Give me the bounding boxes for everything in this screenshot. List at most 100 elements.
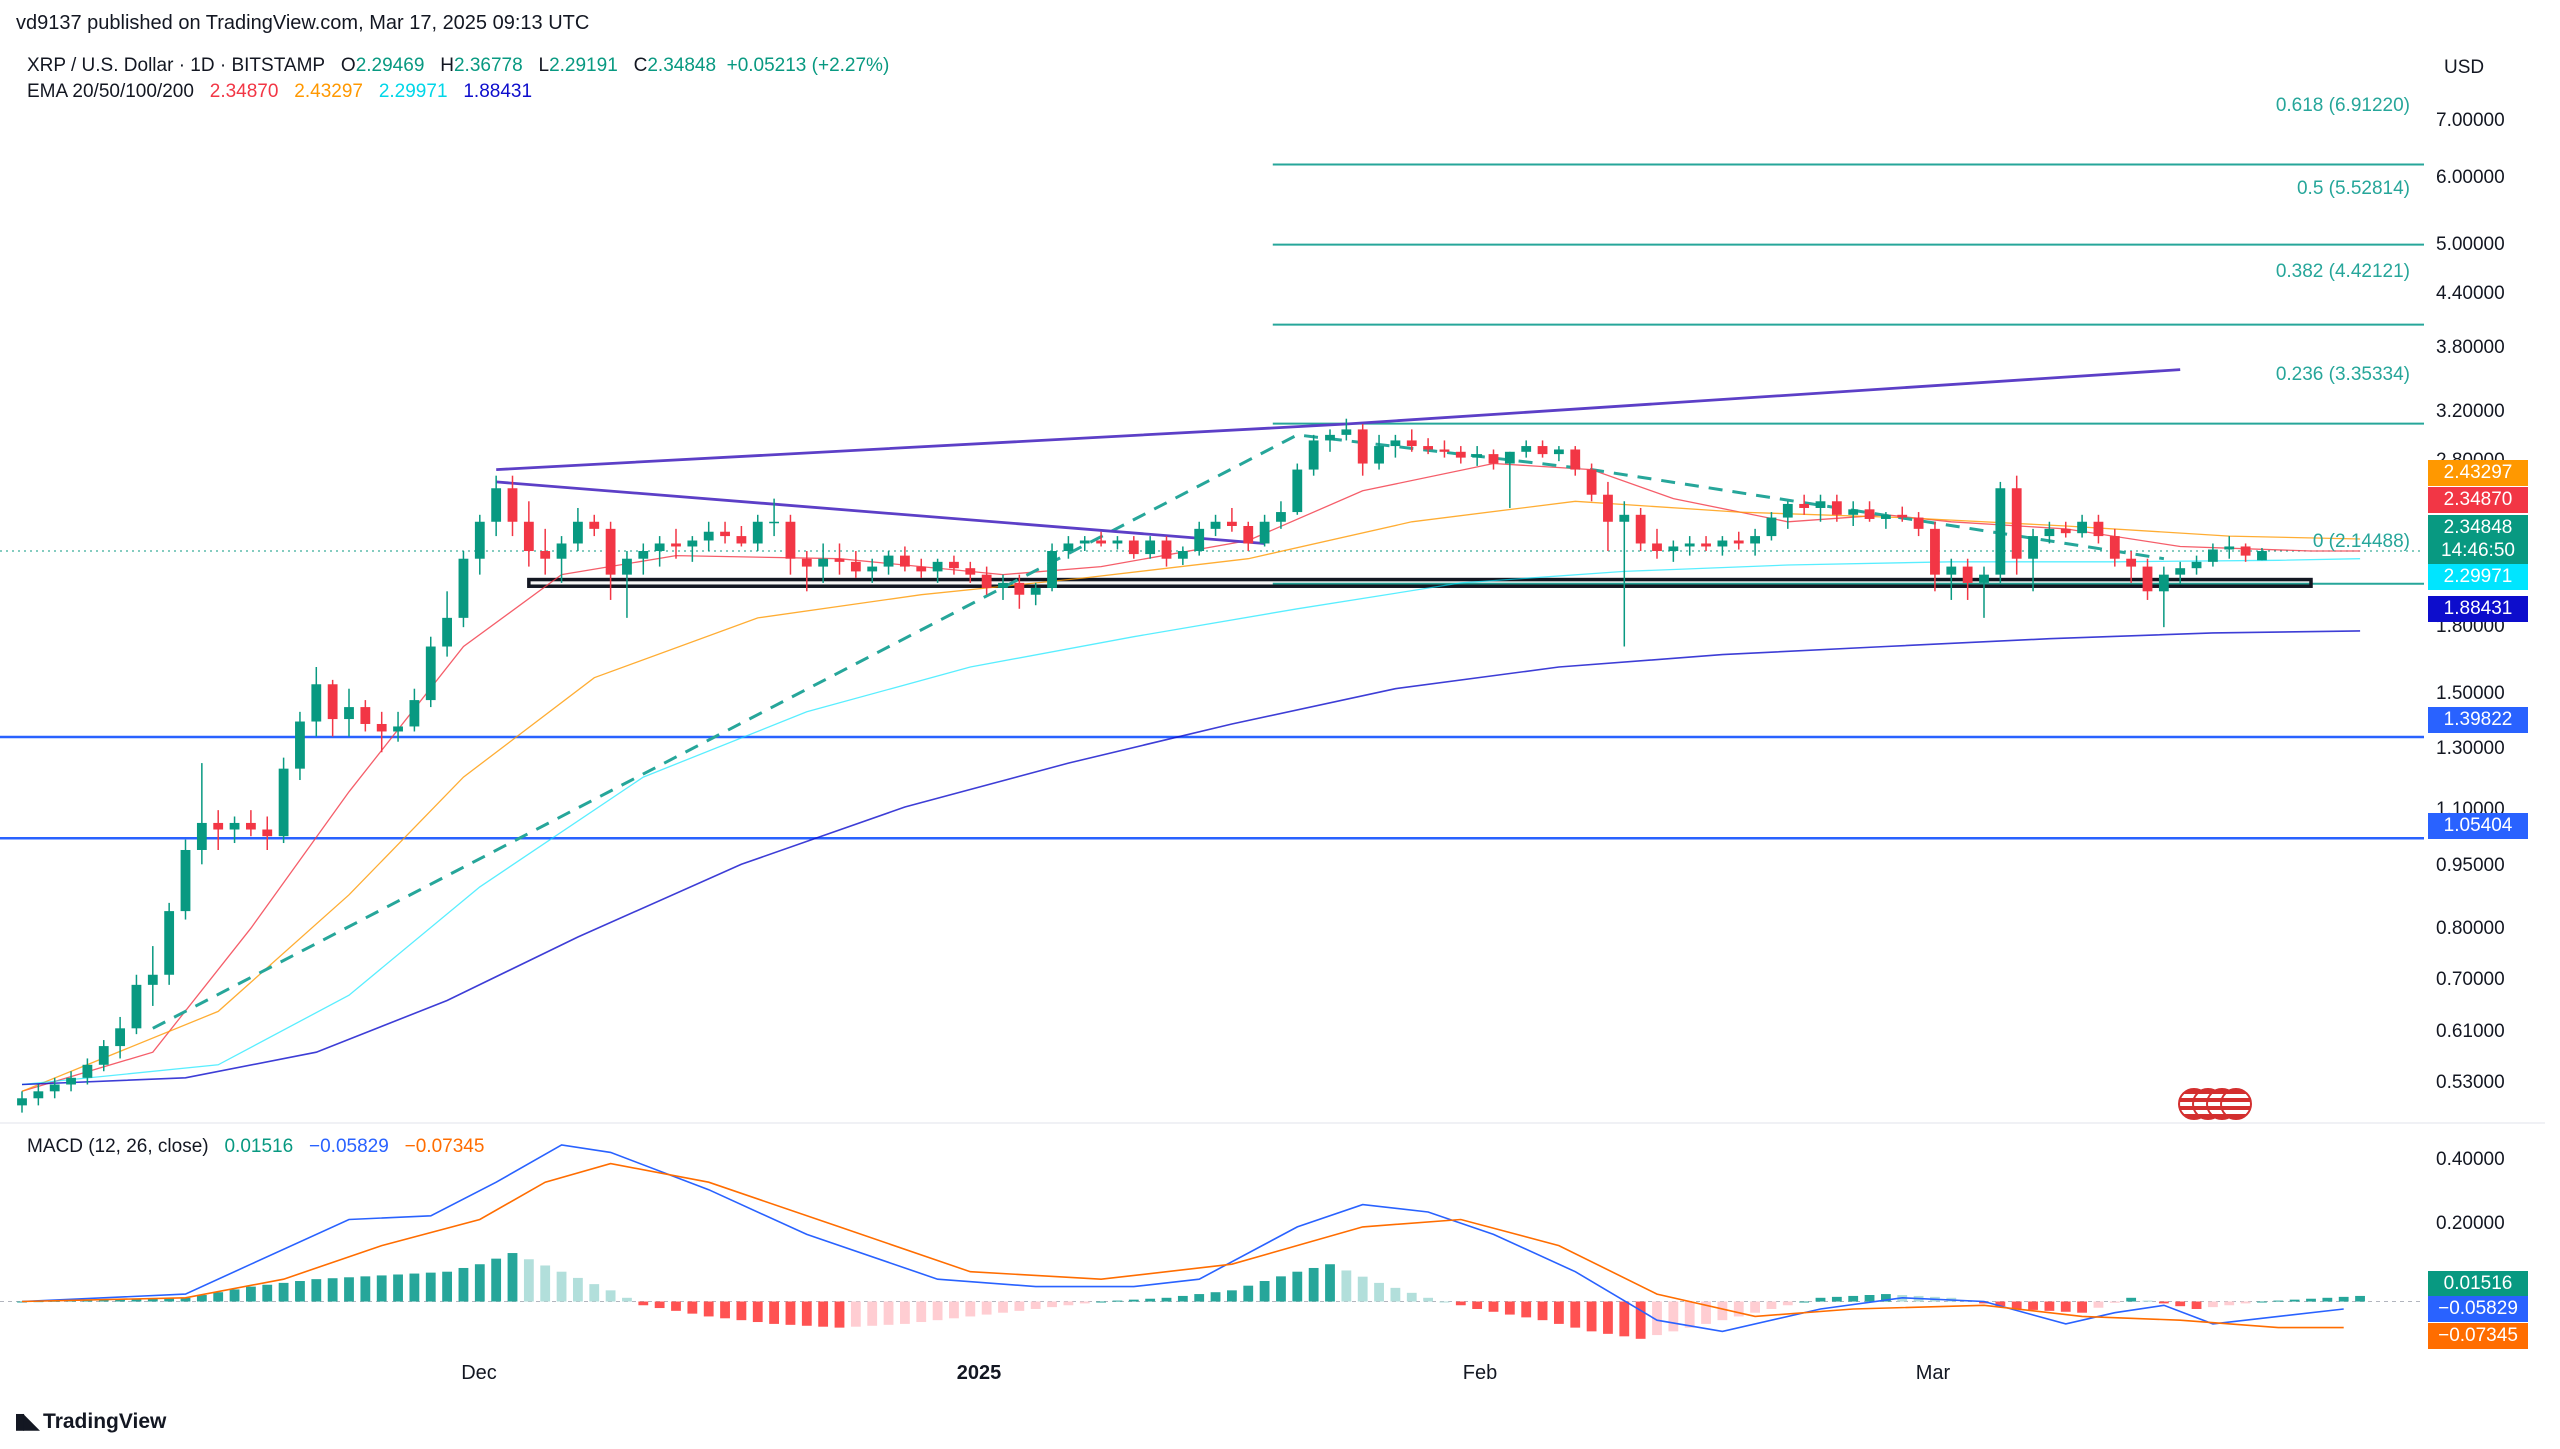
macd-histogram-bar [572,1277,583,1302]
candle-body [344,707,354,720]
macd-histogram-bar [1701,1301,1711,1324]
macd-histogram-bar [523,1259,534,1302]
macd-histogram-bar [360,1276,371,1302]
open-value: 2.29469 [355,55,425,76]
candle-body [1357,429,1368,464]
price-tick: 3.80000 [2436,337,2505,358]
candle-body [33,1091,44,1099]
macd-histogram-bar [2044,1301,2055,1311]
candle-body [2207,549,2218,562]
candle-body [556,543,567,559]
symbol-legend[interactable]: XRP / U.S. Dollar · 1D · BITSTAMP O2.294… [27,55,889,77]
macd-line [21,1144,2344,1333]
macd-histogram-bar [2175,1301,2186,1307]
candle-body [49,1084,60,1092]
open-label: O [340,55,356,76]
x-label-dec: Dec [461,1362,497,1384]
candle-body [180,849,191,912]
macd-histogram-bar [801,1301,812,1326]
us-flag-icon[interactable] [2220,1088,2252,1120]
macd-histogram-bar [1619,1301,1630,1337]
macd-signal-value: −0.07345 [404,1136,485,1157]
low-label: L [538,55,550,76]
candle-body [1374,446,1384,464]
candle-body [2126,558,2137,567]
tradingview-logo[interactable]: ▮◣ TradingView [14,1408,166,1434]
macd-histogram-bar [2191,1301,2202,1309]
ema-legend[interactable]: EMA 20/50/100/200 2.34870 2.43297 2.2997… [27,81,532,103]
candle-body [1226,521,1237,526]
candle-body [671,543,681,547]
candle-body [834,558,845,562]
candle-body [2175,568,2186,575]
candle-body [1210,521,1221,529]
price-badge-ema50: 2.43297 [2428,460,2528,486]
macd-histogram-bar [1439,1301,1450,1303]
macd-histogram-bar [1586,1301,1597,1332]
candle-body [638,551,649,559]
currency-label[interactable]: USD [2444,57,2485,78]
candle-body [1717,540,1728,547]
macd-histogram-bar [2322,1297,2333,1302]
macd-histogram-bar [196,1295,207,1302]
candle-body [1930,528,1940,575]
candle-body [1553,449,1564,455]
candle-body [98,1046,109,1065]
price-tick: 7.00000 [2436,110,2505,131]
candle-body [360,707,371,724]
macd-histogram-bar [115,1299,126,1302]
macd-histogram-bar [1079,1301,1090,1304]
candle-body [2060,528,2071,534]
candle-body [949,561,959,569]
candle-body [1161,540,1172,559]
price-badge-level1: 1.39822 [2428,707,2528,733]
macd-histogram-bar [1553,1301,1564,1324]
macd-tick: 0.20000 [2436,1213,2505,1234]
macd-histogram-bar [1472,1301,1483,1309]
macd-histogram-bar [556,1271,567,1302]
macd-histogram-bar [311,1279,322,1302]
price-tick: 6.00000 [2436,167,2505,188]
tradingview-logo-icon: ▮◣ [14,1408,40,1433]
price-badge-ema100: 2.29971 [2428,564,2528,590]
candle-body [540,551,551,559]
macd-histogram-bar [2207,1301,2218,1308]
candle-body [1406,440,1417,447]
macd-histogram-bar [1635,1301,1646,1339]
macd-histogram-bar [2011,1301,2022,1309]
price-badge-last: 2.34848 [2428,515,2528,541]
candle-body [1063,543,1074,552]
symbol-title: XRP / U.S. Dollar · 1D · BITSTAMP [27,55,326,76]
macd-histogram-bar [899,1301,910,1324]
macd-histogram-bar [1684,1301,1695,1328]
candle-body [1995,488,2006,575]
macd-histogram-bar [720,1301,730,1319]
macd-badge-signal: −0.07345 [2428,1323,2528,1349]
x-label-2025: 2025 [956,1362,1002,1384]
macd-histogram-bar [1112,1300,1123,1302]
macd-histogram-bar [1537,1301,1548,1321]
macd-histogram-bar [1570,1301,1581,1328]
candle-body [883,555,894,567]
macd-histogram-bar [654,1301,665,1309]
candle-body [2257,551,2267,561]
candle-body [801,558,812,567]
candle-body [1243,525,1254,544]
macd-histogram-bar [1668,1301,1679,1332]
macd-legend[interactable]: MACD (12, 26, close) 0.01516 −0.05829 −0… [27,1136,484,1158]
candle-body [752,521,763,544]
candle-body [2240,546,2251,556]
projection-dashed-line [152,433,2165,1030]
candle-body [1145,540,1156,555]
candle-body [2044,528,2055,537]
trendline-2 [496,480,1265,545]
macd-histogram-bar [1750,1301,1761,1313]
candle-body [1586,469,1597,495]
candle-body [867,566,878,572]
macd-histogram-bar [1177,1295,1188,1302]
candle-body [1570,449,1581,470]
candle-body [1521,446,1532,452]
macd-histogram-bar [1979,1301,1989,1304]
macd-histogram-bar [1815,1297,1826,1302]
